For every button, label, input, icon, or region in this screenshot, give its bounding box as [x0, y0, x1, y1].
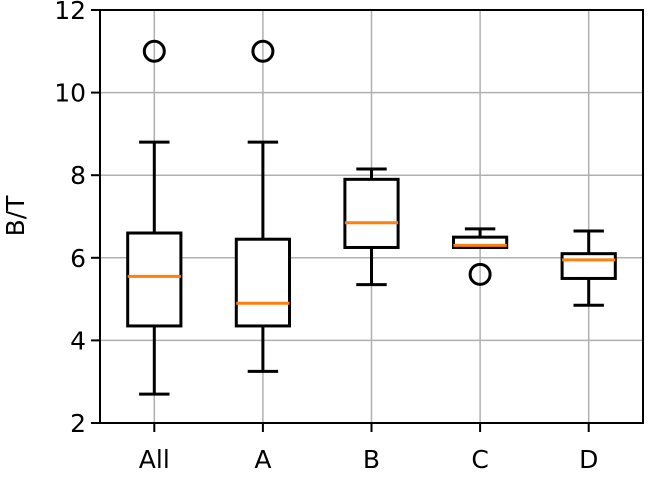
y-axis-label: B/T — [1, 195, 30, 237]
x-tick-label: C — [471, 445, 488, 474]
axes: 2 4 6 8 10 12 All A B C D — [54, 0, 598, 474]
box-group — [343, 167, 400, 287]
x-tick-label: B — [363, 445, 380, 474]
x-tick-label: A — [254, 445, 271, 474]
y-tick-label: 12 — [54, 0, 86, 25]
y-tick-label: 8 — [70, 161, 86, 190]
box-group — [451, 227, 509, 286]
y-tick-label: 2 — [70, 409, 86, 438]
box-group — [560, 229, 617, 307]
iqr-box — [560, 252, 617, 280]
box-group — [234, 39, 292, 373]
outlier-point — [142, 39, 166, 63]
y-tick-label: 10 — [54, 79, 86, 108]
y-tick-label: 4 — [70, 326, 86, 355]
iqr-box — [451, 235, 509, 249]
iqr-box — [234, 237, 292, 328]
iqr-box — [343, 177, 400, 249]
iqr-box — [126, 231, 183, 328]
box-group — [126, 39, 183, 396]
outlier-point — [468, 262, 492, 286]
outlier-point — [251, 39, 275, 63]
x-tick-label: D — [579, 445, 598, 474]
x-tick-label: All — [139, 445, 170, 474]
boxes — [126, 39, 617, 396]
y-tick-label: 6 — [70, 244, 86, 273]
